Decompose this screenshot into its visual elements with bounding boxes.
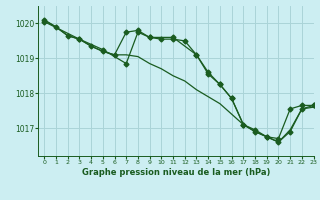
X-axis label: Graphe pression niveau de la mer (hPa): Graphe pression niveau de la mer (hPa)	[82, 168, 270, 177]
